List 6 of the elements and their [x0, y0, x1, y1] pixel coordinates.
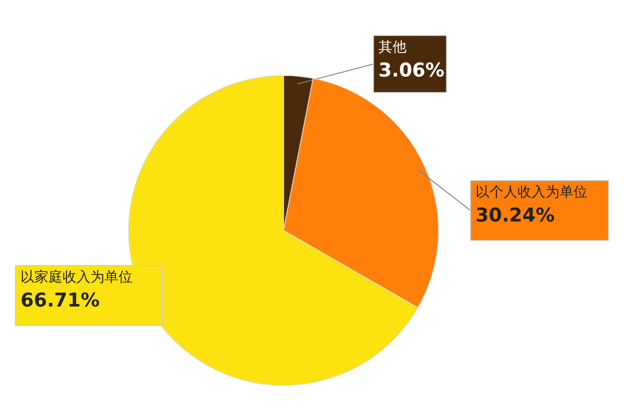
slice-label: 以家庭收入为单位 [20, 270, 132, 286]
data-label: 3.06% [378, 60, 444, 82]
data-label: 30.24% [476, 204, 555, 226]
slice-label: 以个人收入为单位 [476, 184, 588, 200]
slice-label: 其他 [378, 40, 406, 56]
data-label: 66.71% [20, 290, 100, 312]
